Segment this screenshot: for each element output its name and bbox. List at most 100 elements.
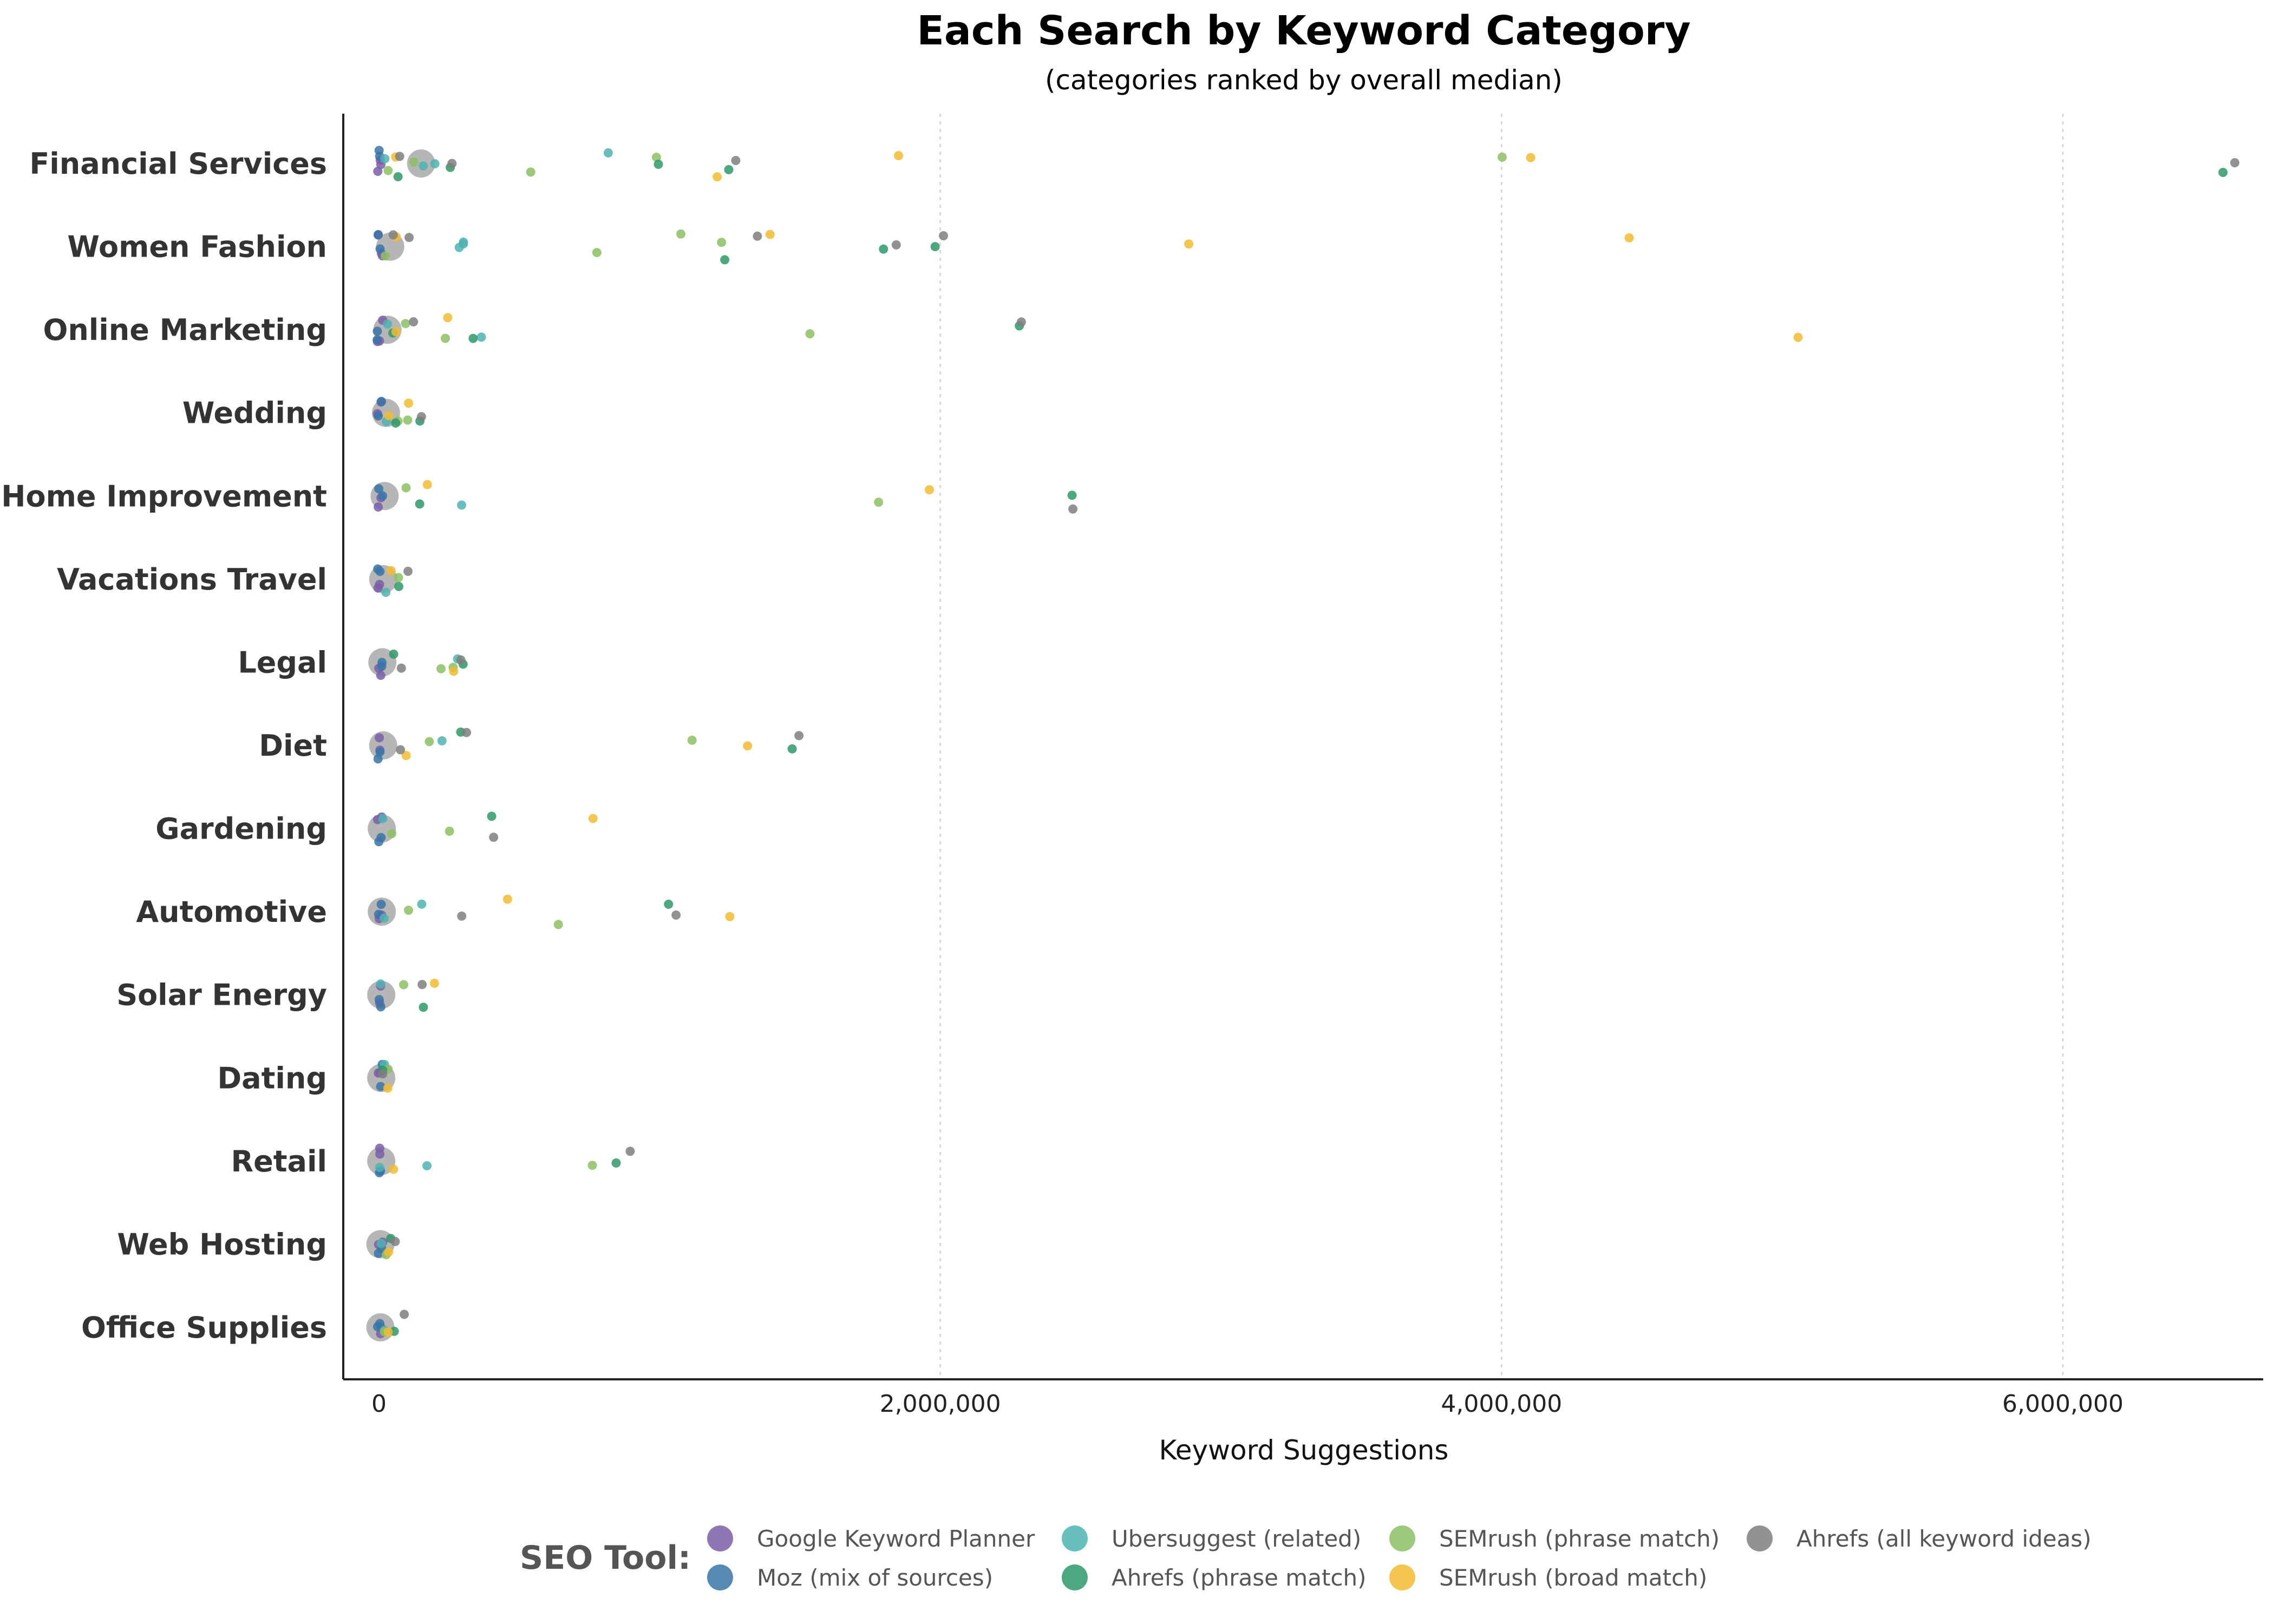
data-point xyxy=(374,484,384,494)
category-label: Wedding xyxy=(182,396,327,430)
data-point xyxy=(587,1161,597,1170)
data-point xyxy=(588,814,598,823)
data-point xyxy=(456,655,466,665)
data-point xyxy=(553,920,563,929)
data-point xyxy=(664,899,674,909)
data-point xyxy=(422,1161,432,1171)
data-point xyxy=(375,747,385,757)
category-label: Home Improvement xyxy=(1,479,327,513)
data-point xyxy=(1793,332,1803,342)
legend-swatch xyxy=(707,1525,733,1551)
x-tick-label: 2,000,000 xyxy=(880,1390,1001,1418)
data-point xyxy=(378,1069,388,1079)
data-point xyxy=(874,497,884,507)
data-point xyxy=(375,244,385,254)
data-point xyxy=(374,994,384,1004)
data-point xyxy=(1016,317,1026,327)
data-point xyxy=(376,671,385,680)
category-label: Financial Services xyxy=(29,147,327,181)
chart-title: Each Search by Keyword Category xyxy=(917,8,1690,54)
data-point xyxy=(419,1003,428,1012)
data-point xyxy=(376,900,386,909)
data-point xyxy=(417,980,427,990)
category-label: Retail xyxy=(231,1144,327,1178)
data-point xyxy=(526,167,535,177)
x-tick-labels: 0 2,000,000 4,000,000 6,000,000 xyxy=(371,1390,2123,1418)
data-point xyxy=(374,502,383,512)
data-point xyxy=(389,1164,398,1174)
data-point xyxy=(409,157,419,167)
data-point xyxy=(390,1236,400,1246)
data-point xyxy=(393,172,403,181)
data-point xyxy=(457,911,467,921)
data-point xyxy=(713,172,722,182)
data-point xyxy=(422,480,432,489)
data-point xyxy=(445,827,454,836)
data-point xyxy=(409,317,419,326)
data-point xyxy=(717,238,727,247)
data-point xyxy=(383,1083,393,1093)
data-point xyxy=(377,658,387,667)
legend-label: Ubersuggest (related) xyxy=(1112,1525,1361,1552)
data-point xyxy=(787,744,797,754)
legend-swatch xyxy=(707,1564,733,1590)
legend-title: SEO Tool: xyxy=(520,1539,691,1577)
data-point xyxy=(765,230,775,239)
data-point xyxy=(487,811,496,821)
data-point xyxy=(441,333,450,343)
data-point xyxy=(384,1247,394,1257)
data-point xyxy=(403,415,413,425)
legend-swatch xyxy=(1389,1525,1415,1551)
grid-layer xyxy=(939,114,2064,1379)
data-point xyxy=(376,1002,385,1012)
data-point xyxy=(403,566,413,576)
data-point xyxy=(743,741,753,751)
median-marker xyxy=(367,980,396,1009)
data-point xyxy=(1067,490,1077,500)
x-tick-label: 0 xyxy=(371,1390,387,1418)
data-point xyxy=(395,152,404,161)
data-point xyxy=(930,242,940,252)
data-point xyxy=(373,335,382,345)
legend-swatch xyxy=(1062,1525,1088,1551)
data-point xyxy=(404,233,414,243)
data-point xyxy=(731,156,741,166)
category-label: Office Supplies xyxy=(81,1311,327,1345)
data-point xyxy=(424,737,434,746)
data-point xyxy=(671,910,681,920)
data-point xyxy=(416,412,426,422)
data-point xyxy=(375,1149,385,1159)
legend-label: SEMrush (broad match) xyxy=(1439,1564,1707,1591)
data-point xyxy=(373,1322,382,1332)
data-point xyxy=(401,483,411,493)
data-point xyxy=(939,231,949,241)
data-point xyxy=(720,255,730,265)
data-point xyxy=(419,161,428,171)
data-point xyxy=(1526,153,1535,162)
data-point xyxy=(394,581,403,591)
data-point xyxy=(625,1147,635,1156)
data-point xyxy=(381,251,390,261)
data-point xyxy=(476,332,486,342)
data-point xyxy=(374,837,384,847)
data-point xyxy=(1624,233,1634,243)
data-point xyxy=(381,587,391,597)
legend-swatch xyxy=(1389,1564,1415,1590)
data-point xyxy=(651,153,661,162)
data-point xyxy=(891,240,901,250)
data-point xyxy=(373,167,383,176)
legend-label: SEMrush (phrase match) xyxy=(1439,1525,1720,1552)
legend: SEO Tool: Google Keyword Planner Moz (mix… xyxy=(520,1525,2092,1591)
category-label: Diet xyxy=(259,729,327,763)
data-point xyxy=(396,745,406,755)
category-label: Automotive xyxy=(136,895,327,929)
category-label: Solar Energy xyxy=(116,978,327,1012)
data-point xyxy=(724,165,734,174)
data-point xyxy=(380,154,390,163)
data-point xyxy=(443,313,453,323)
data-point xyxy=(437,736,447,746)
data-point xyxy=(380,913,389,923)
category-label: Legal xyxy=(238,645,327,679)
data-point xyxy=(383,1327,393,1337)
